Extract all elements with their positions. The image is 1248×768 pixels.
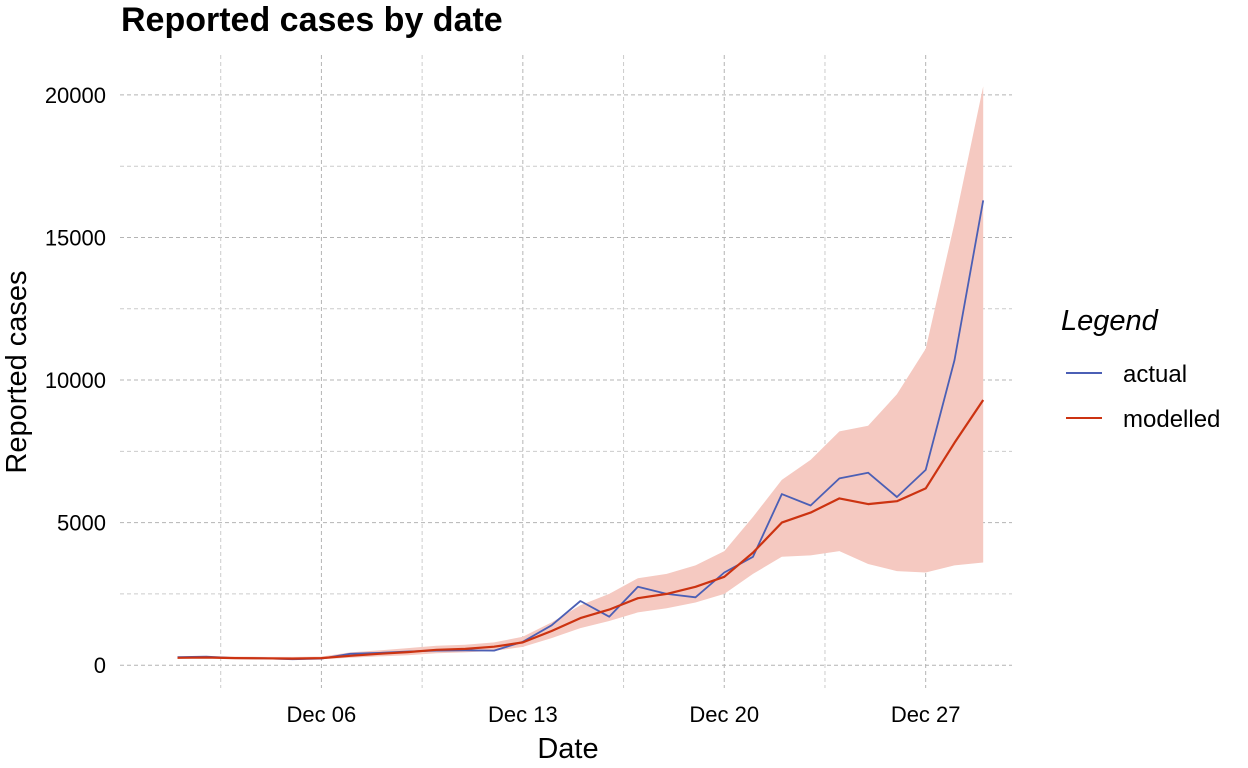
x-tick-label: Dec 27 [891,702,961,727]
modelled-interval-band [177,86,984,660]
x-tick-label: Dec 06 [287,702,357,727]
chart-title: Reported cases by date [121,1,503,39]
y-tick-label: 15000 [45,225,106,250]
series-line-modelled [177,399,985,660]
x-tick-labels: Dec 06 Dec 13 Dec 20 Dec 27 [287,702,961,727]
series-lines [177,200,985,661]
legend-title: Legend [1061,305,1159,337]
y-tick-label: 20000 [45,83,106,108]
confidence-band-layer [177,86,984,660]
x-tick-label: Dec 13 [488,702,558,727]
legend-label-modelled: modelled [1123,406,1220,433]
y-tick-label: 5000 [57,511,106,536]
y-axis-title: Reported cases [1,270,33,473]
x-axis-title: Date [537,733,598,765]
grid [120,55,1012,688]
y-tick-label: 0 [94,653,106,678]
legend-label-actual: actual [1123,361,1187,388]
y-tick-labels: 0 5000 10000 15000 20000 [45,83,106,678]
legend: Legend actual modelled [1061,305,1220,433]
x-tick-label: Dec 20 [689,702,759,727]
y-tick-label: 10000 [45,368,106,393]
